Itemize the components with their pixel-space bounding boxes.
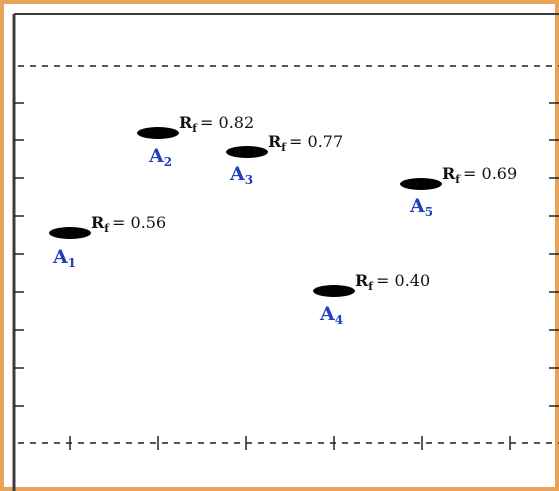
spot-a4-blob	[313, 285, 355, 297]
spot-a5-rf-label: Rf = 0.69	[442, 164, 517, 186]
left-ticks	[14, 102, 24, 407]
spot-a5: Rf = 0.69 A5	[400, 164, 517, 219]
spot-a3: Rf = 0.77 A3	[226, 132, 343, 187]
spot-a5-blob	[400, 178, 442, 190]
spot-a2: Rf = 0.82 A2	[137, 113, 254, 169]
spot-a4-rf-label: Rf = 0.40	[355, 271, 430, 293]
baseline-ticks	[69, 436, 511, 450]
spot-a1-name: A1	[52, 246, 76, 270]
spot-a2-blob	[137, 127, 179, 139]
spot-a3-name: A3	[229, 163, 253, 187]
spot-a3-rf-label: Rf = 0.77	[268, 132, 343, 154]
spot-a4-name: A4	[319, 303, 343, 327]
spot-a1-blob	[49, 227, 91, 239]
spot-a3-blob	[226, 146, 268, 158]
right-ticks	[549, 102, 559, 407]
spot-a5-name: A5	[409, 195, 433, 219]
spot-a1: Rf = 0.56 A1	[49, 213, 166, 270]
spot-a2-rf-label: Rf = 0.82	[179, 113, 254, 135]
spot-a1-rf-label: Rf = 0.56	[91, 213, 166, 235]
spot-a4: Rf = 0.40 A4	[313, 271, 430, 327]
spot-a2-name: A2	[148, 145, 172, 169]
